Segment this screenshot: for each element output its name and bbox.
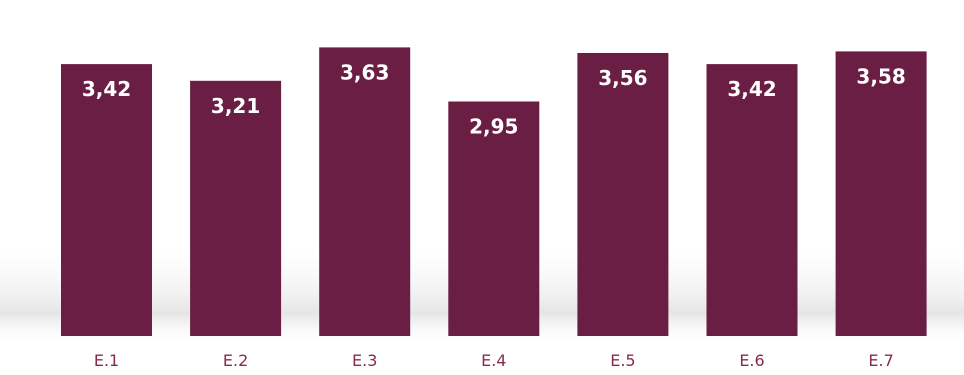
x-tick-labels-group: E.1 E.2 E.3 E.4 E.5 E.6 E.7 xyxy=(94,351,894,370)
x-tick-label: E.7 xyxy=(868,351,893,370)
bar-e1 xyxy=(61,64,152,336)
bar-e4 xyxy=(448,101,540,336)
value-label: 3,56 xyxy=(598,66,647,90)
x-tick-label: E.4 xyxy=(481,351,506,370)
bar-e5 xyxy=(577,53,669,336)
x-tick-label: E.6 xyxy=(739,351,764,370)
value-label: 3,42 xyxy=(82,77,131,101)
x-tick-label: E.1 xyxy=(94,351,119,370)
x-tick-label: E.3 xyxy=(352,351,377,370)
value-label: 3,42 xyxy=(727,77,776,101)
bars-group xyxy=(61,47,927,337)
bar-e2 xyxy=(190,80,282,336)
x-tick-label: E.2 xyxy=(223,351,248,370)
value-labels-group: 3,42 3,21 3,63 2,95 3,56 3,42 3,58 xyxy=(82,60,906,138)
bar-e6 xyxy=(706,64,798,336)
bar-e3 xyxy=(319,47,411,337)
value-label: 3,58 xyxy=(856,64,905,88)
value-label: 3,21 xyxy=(211,94,260,118)
value-label: 3,63 xyxy=(340,60,389,84)
x-tick-label: E.5 xyxy=(610,351,635,370)
bar-e7 xyxy=(835,51,927,337)
value-label: 2,95 xyxy=(469,115,518,139)
